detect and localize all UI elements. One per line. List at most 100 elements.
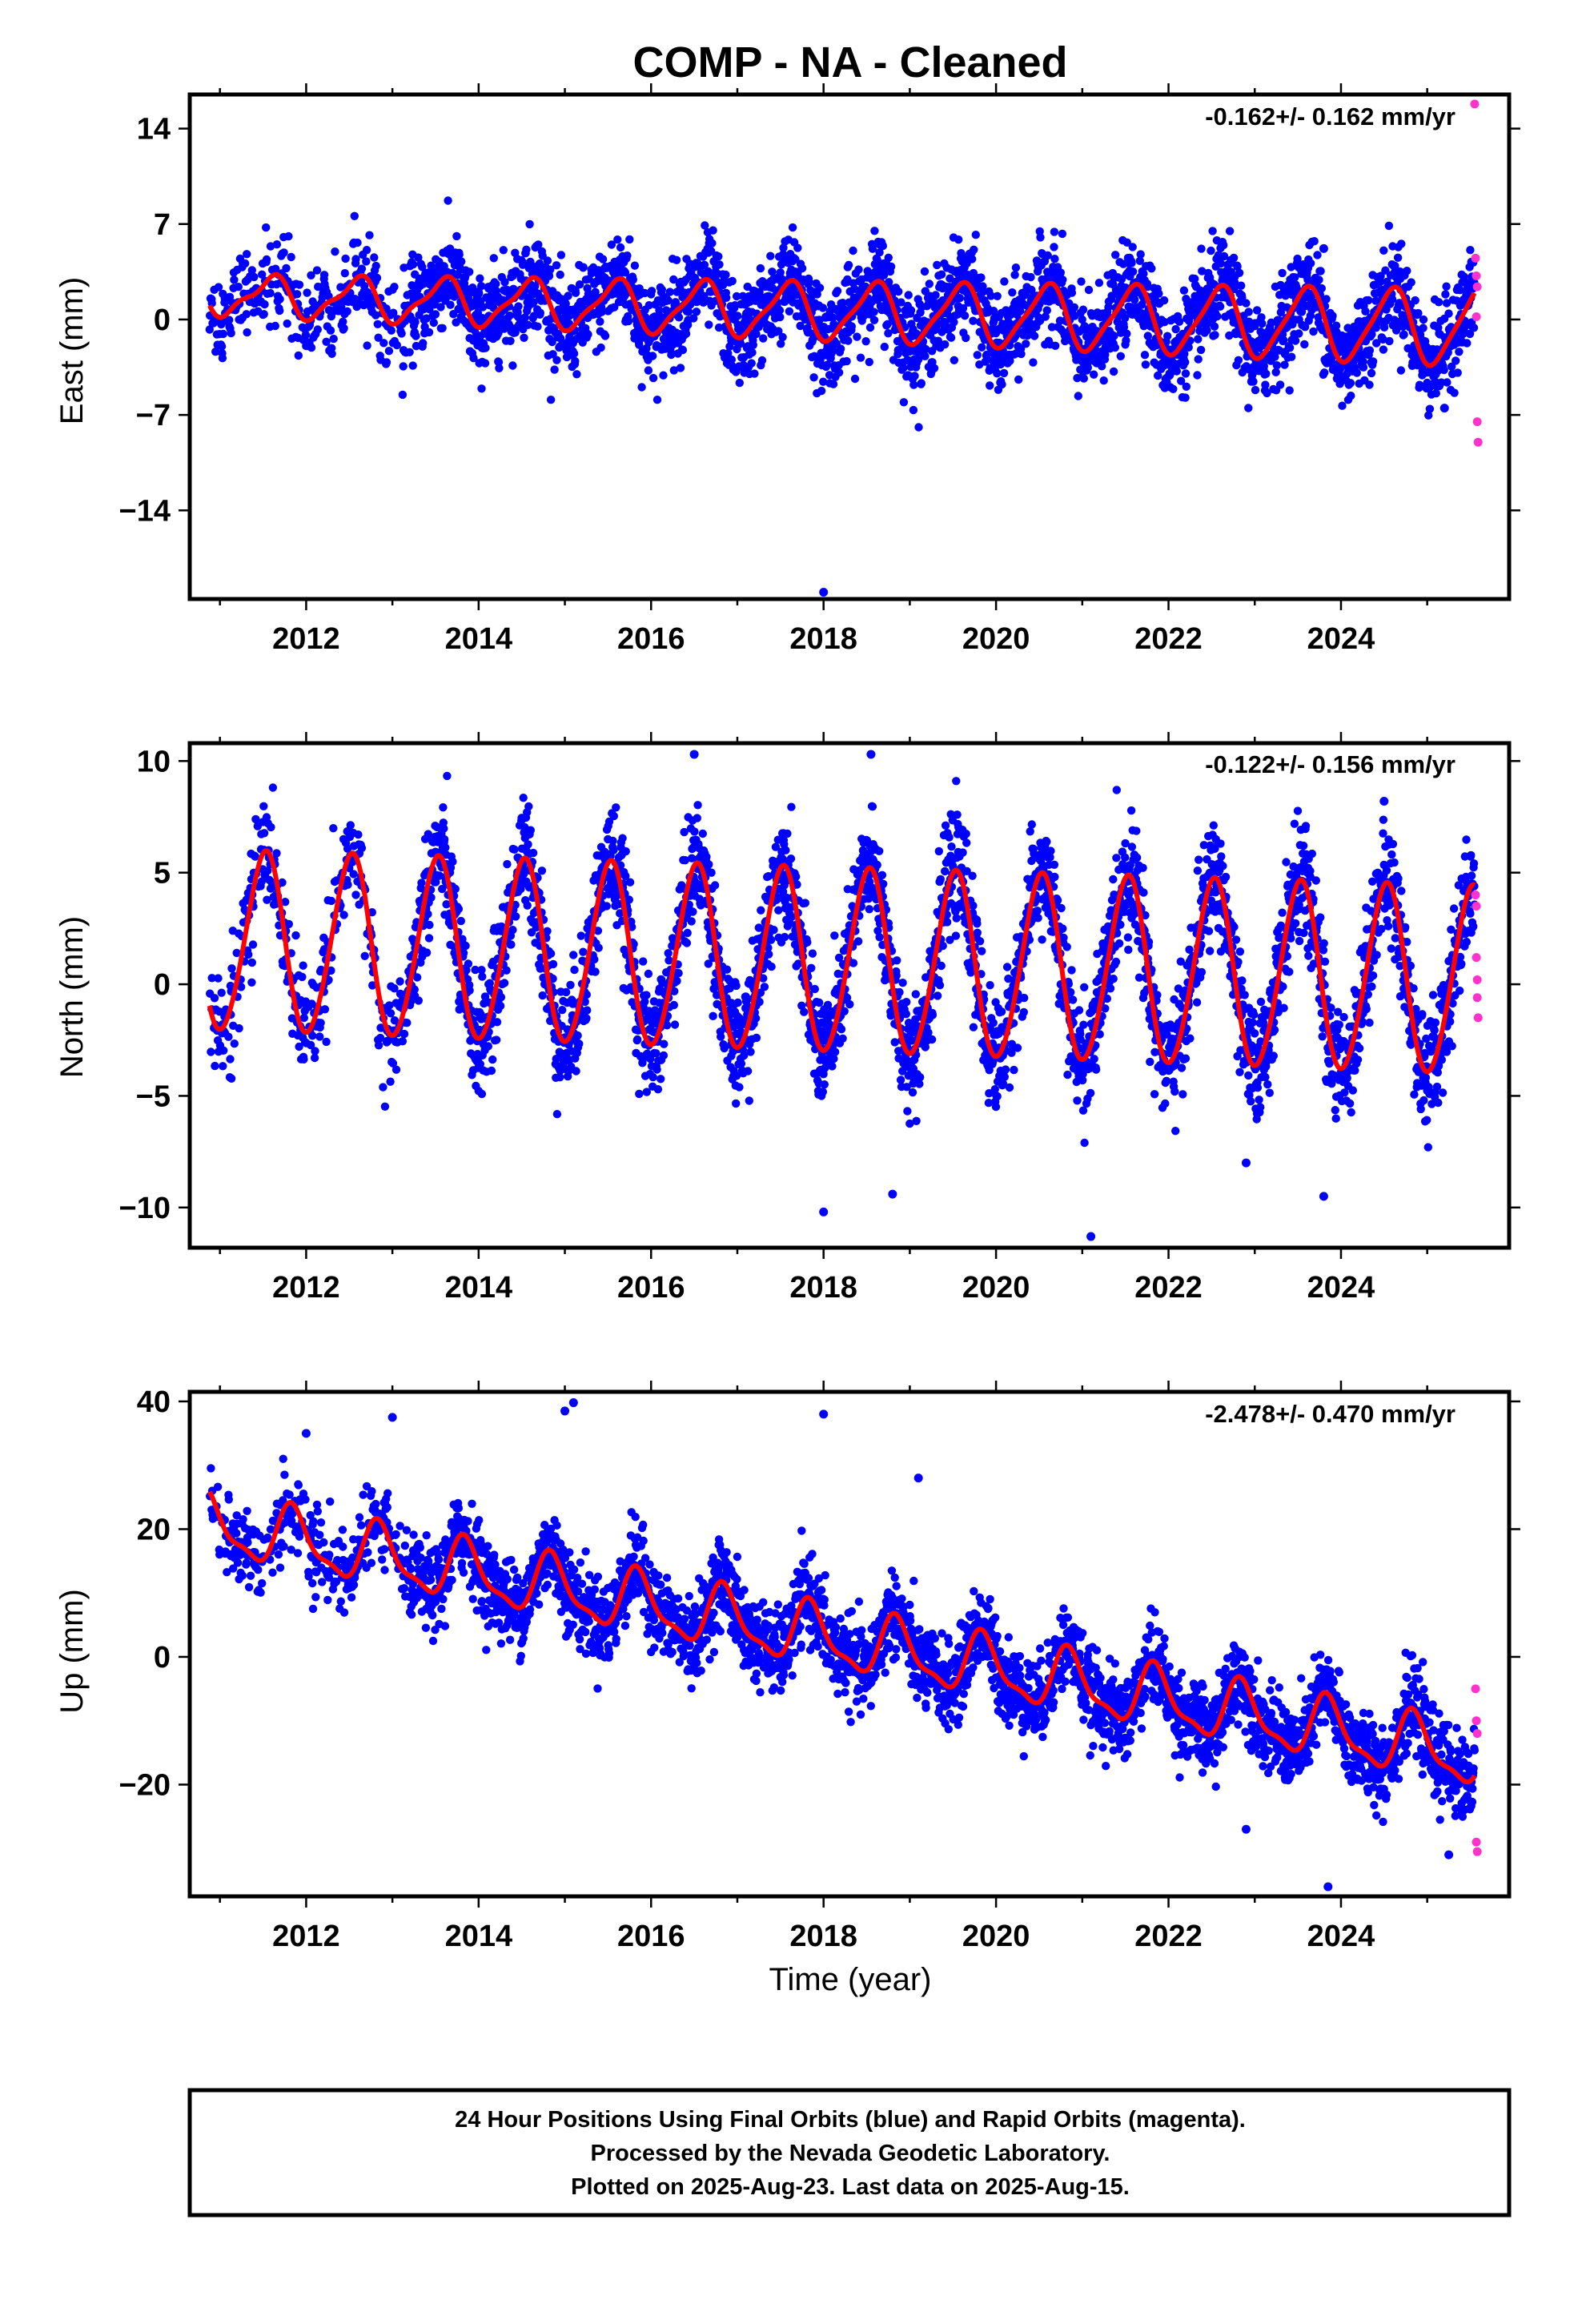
north-panel: North (mm) -0.122+/- 0.156 mm/yr — [54, 750, 1456, 1078]
east-data-point — [869, 316, 879, 324]
east-data-point — [1098, 362, 1106, 371]
east-data-point — [419, 339, 428, 348]
east-data-point — [776, 312, 785, 322]
east-data-point — [1469, 324, 1479, 332]
east-data-point — [1242, 299, 1251, 308]
north-data-point — [573, 1031, 582, 1040]
east-data-point — [303, 288, 311, 297]
east-data-point — [844, 336, 853, 345]
north-data-point — [219, 1046, 228, 1055]
east-data-point — [313, 325, 322, 334]
east-data-point — [531, 282, 540, 291]
east-data-point — [1367, 330, 1376, 339]
east-data-point — [258, 270, 267, 279]
east-data-point — [644, 366, 653, 375]
north-data-point — [217, 988, 226, 997]
east-data-point — [1229, 253, 1239, 263]
east-data-point — [1128, 267, 1138, 276]
east-model-fit-line — [207, 271, 1477, 368]
east-data-point — [993, 292, 1002, 300]
east-data-point — [339, 317, 347, 326]
north-data-point — [625, 878, 635, 887]
north-data-point — [308, 1031, 317, 1040]
north-data-point — [281, 898, 290, 907]
north-data-point — [757, 906, 765, 915]
north-data-point — [214, 974, 223, 983]
east-data-point — [853, 332, 861, 341]
east-data-point — [978, 343, 986, 352]
east-data-point — [1094, 279, 1104, 287]
north-data-point — [380, 1102, 390, 1112]
east-data-point — [728, 276, 737, 286]
east-data-point — [834, 368, 844, 377]
north-data-point — [207, 974, 216, 983]
north-data-point — [320, 1005, 330, 1014]
east-data-point — [954, 235, 963, 244]
east-data-point — [227, 328, 235, 338]
north-rate-label: -0.122+/- 0.156 mm/yr — [1205, 750, 1456, 778]
north-data-point — [687, 917, 696, 926]
east-data-point — [452, 231, 461, 241]
east-data-point — [1051, 341, 1060, 350]
east-data-point — [207, 299, 216, 308]
east-data-point — [600, 332, 610, 340]
east-data-point — [884, 329, 893, 338]
east-data-point — [899, 364, 908, 372]
east-data-point — [899, 398, 909, 407]
east-data-point — [372, 273, 382, 283]
east-data-point — [533, 322, 542, 331]
north-data-point — [251, 852, 260, 861]
north-data-point — [579, 947, 588, 956]
east-data-point — [266, 288, 275, 298]
east-data-point — [287, 252, 295, 262]
east-data-point — [962, 333, 970, 343]
east-data-point — [1127, 259, 1136, 267]
east-data-point — [607, 240, 616, 249]
east-final-orbit-points — [205, 196, 1480, 597]
east-data-point — [1030, 332, 1039, 340]
east-data-point — [1208, 227, 1217, 235]
north-data-point — [669, 1000, 678, 1010]
north-data-point — [624, 895, 633, 904]
east-data-point — [1287, 352, 1296, 361]
north-data-point — [569, 951, 578, 959]
east-data-point — [628, 275, 637, 284]
east-y-tick-label: −14 — [119, 494, 171, 528]
east-data-point — [1456, 286, 1464, 295]
east-data-point — [1139, 269, 1148, 278]
north-data-point — [412, 973, 422, 982]
east-data-point — [352, 302, 361, 312]
east-data-point — [408, 361, 417, 370]
east-data-point — [869, 308, 878, 316]
north-data-point — [580, 997, 589, 1007]
east-data-point — [1154, 289, 1163, 298]
east-data-point — [736, 339, 745, 348]
east-data-point — [331, 247, 339, 256]
east-data-point — [616, 243, 625, 252]
east-data-point — [921, 352, 930, 360]
north-data-point — [357, 843, 367, 853]
east-y-tick-label: 14 — [137, 113, 171, 147]
east-data-point — [1275, 380, 1285, 389]
north-data-point — [236, 983, 246, 991]
east-data-point — [1116, 352, 1126, 360]
east-data-point — [635, 340, 644, 349]
east-x-tick-label: 2024 — [1307, 622, 1375, 656]
east-data-point — [243, 250, 251, 259]
east-data-point — [446, 300, 455, 309]
north-data-point — [687, 854, 697, 862]
east-data-point — [1184, 343, 1193, 352]
east-data-point — [536, 308, 544, 317]
east-data-point — [1111, 251, 1120, 259]
east-data-point — [292, 290, 302, 299]
north-data-point — [548, 974, 557, 983]
east-data-point — [1261, 380, 1270, 389]
north-data-point — [664, 949, 673, 958]
east-data-point — [672, 255, 681, 264]
east-data-point — [357, 264, 367, 273]
east-data-point — [389, 308, 398, 317]
east-data-point — [937, 270, 946, 279]
north-data-point — [702, 852, 711, 862]
east-x-tick-label: 2012 — [272, 622, 340, 656]
north-data-point — [759, 974, 768, 983]
